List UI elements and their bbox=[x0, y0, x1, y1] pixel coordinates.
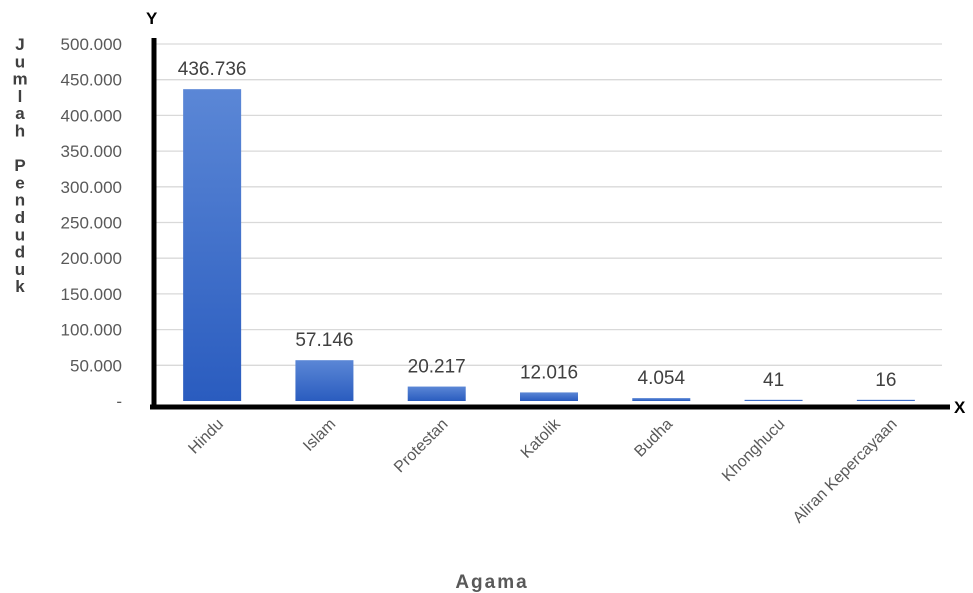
gridlines bbox=[156, 43, 942, 366]
bar bbox=[520, 392, 578, 401]
y-tick-label: 100.000 bbox=[61, 321, 122, 340]
y-axis-title-char: J bbox=[15, 35, 24, 54]
y-tick-label: - bbox=[116, 392, 122, 411]
bar bbox=[183, 89, 242, 401]
category-label: Islam bbox=[300, 416, 339, 455]
y-axis-title-char: d bbox=[15, 243, 25, 262]
category-label: Budha bbox=[631, 416, 676, 461]
y-tick-labels: - 50.000 100.000 150.000 200.000 250.000 300.0… bbox=[61, 35, 122, 411]
category-label: Protestan bbox=[391, 416, 451, 476]
data-label: 57.146 bbox=[295, 330, 353, 351]
bar bbox=[632, 398, 691, 401]
bar bbox=[407, 386, 466, 401]
y-axis-title-char: u bbox=[15, 225, 25, 244]
y-axis-title-char: n bbox=[15, 191, 25, 210]
data-labels: 436.736 57.146 20.217 12.016 4.054 41 16 bbox=[178, 59, 897, 391]
y-axis-title-char: h bbox=[15, 122, 25, 141]
bar bbox=[744, 399, 803, 401]
x-axis-title: Agama bbox=[455, 572, 528, 593]
y-tick-label: 150.000 bbox=[61, 285, 122, 304]
y-axis-title-char: u bbox=[15, 52, 25, 71]
category-label: Aliran Kepercayaan bbox=[790, 416, 901, 527]
bar bbox=[295, 360, 354, 401]
y-axis-title-char: P bbox=[14, 156, 25, 175]
y-tick-label: 250.000 bbox=[61, 214, 122, 233]
y-axis-title-char: m bbox=[12, 70, 27, 89]
category-label: Khonghucu bbox=[719, 416, 788, 485]
category-label: Katolik bbox=[518, 415, 565, 462]
y-axis-title-char: u bbox=[15, 260, 25, 279]
x-axis-letter: X bbox=[954, 398, 966, 417]
y-tick-label: 350.000 bbox=[61, 142, 122, 161]
bar bbox=[856, 399, 915, 401]
y-axis-title-char: a bbox=[15, 104, 25, 123]
y-axis-title-char: d bbox=[15, 208, 25, 227]
y-axis-title-char: l bbox=[18, 87, 23, 106]
data-label: 12.016 bbox=[520, 362, 578, 383]
y-axis-letter: Y bbox=[146, 9, 158, 28]
y-axis-title-char: k bbox=[15, 277, 25, 296]
data-label: 16 bbox=[875, 370, 896, 391]
category-label: Hindu bbox=[185, 416, 227, 458]
category-labels: Hindu Islam Protestan Katolik Budha Khonghucu… bbox=[185, 415, 900, 526]
data-label: 4.054 bbox=[638, 368, 686, 389]
y-tick-label: 300.000 bbox=[61, 178, 122, 197]
bars bbox=[183, 89, 915, 401]
data-label: 41 bbox=[763, 370, 784, 391]
data-label: 436.736 bbox=[178, 59, 247, 80]
y-tick-label: 400.000 bbox=[61, 106, 122, 125]
y-tick-label: 500.000 bbox=[61, 35, 122, 54]
data-label: 20.217 bbox=[408, 357, 466, 378]
y-tick-label: 450.000 bbox=[61, 71, 122, 90]
y-axis-title-char: e bbox=[15, 173, 24, 192]
y-tick-label: 50.000 bbox=[70, 356, 122, 375]
y-tick-label: 200.000 bbox=[61, 249, 122, 268]
